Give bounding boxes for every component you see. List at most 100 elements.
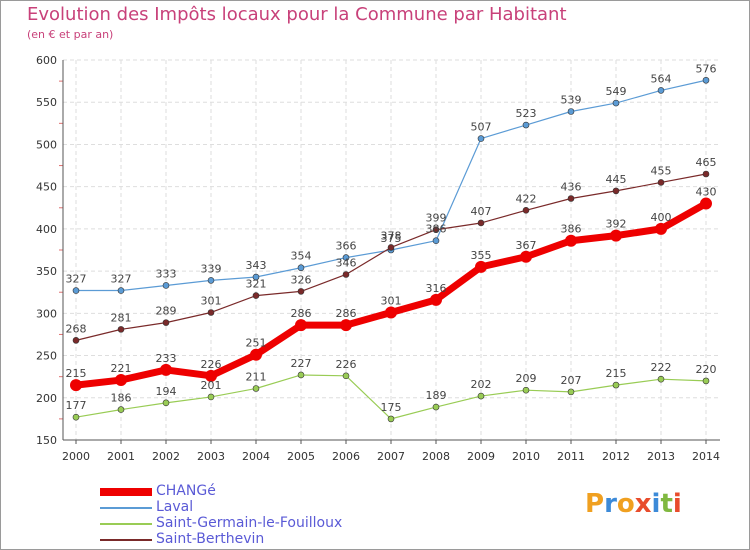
x-tick-label: 2011 bbox=[557, 450, 585, 463]
data-point bbox=[612, 99, 620, 107]
data-point bbox=[522, 386, 530, 394]
data-point bbox=[340, 319, 352, 332]
data-point bbox=[702, 377, 710, 385]
legend-label: Saint-Germain-le-Fouilloux bbox=[156, 515, 343, 531]
data-point bbox=[477, 219, 485, 227]
x-tick-label: 2007 bbox=[377, 450, 405, 463]
data-point bbox=[207, 277, 215, 284]
y-tick-label: 300 bbox=[36, 307, 57, 320]
data-label: 366 bbox=[336, 240, 357, 253]
data-label: 177 bbox=[66, 399, 87, 412]
data-point bbox=[297, 288, 305, 295]
data-label: 289 bbox=[156, 305, 177, 318]
data-label: 375 bbox=[381, 232, 402, 245]
data-label: 233 bbox=[156, 352, 177, 365]
x-tick-label: 2014 bbox=[692, 450, 720, 463]
data-point bbox=[207, 309, 215, 316]
data-label: 227 bbox=[291, 357, 312, 370]
data-label: 399 bbox=[426, 212, 447, 225]
data-label: 215 bbox=[606, 367, 627, 380]
x-tick-label: 2002 bbox=[152, 450, 180, 463]
data-point bbox=[700, 197, 712, 210]
data-point bbox=[567, 108, 575, 115]
data-label: 321 bbox=[246, 278, 267, 291]
data-label: 226 bbox=[336, 358, 357, 371]
logo-letter: x bbox=[634, 489, 652, 519]
data-point bbox=[567, 388, 575, 396]
data-point bbox=[252, 292, 260, 299]
data-label: 445 bbox=[606, 173, 627, 186]
data-label: 354 bbox=[291, 250, 312, 263]
data-label: 194 bbox=[156, 385, 177, 398]
data-label: 333 bbox=[156, 267, 177, 280]
data-point bbox=[477, 392, 485, 400]
data-label: 455 bbox=[651, 164, 672, 177]
data-label: 207 bbox=[561, 374, 582, 387]
data-label: 346 bbox=[336, 256, 357, 269]
data-point bbox=[252, 273, 260, 281]
x-tick-label: 2006 bbox=[332, 450, 360, 463]
data-label: 286 bbox=[291, 307, 312, 320]
x-tick-label: 2013 bbox=[647, 450, 675, 463]
data-label: 201 bbox=[201, 379, 222, 392]
data-label: 407 bbox=[471, 205, 492, 218]
proxiti-logo: Proxiti bbox=[585, 489, 682, 519]
data-point bbox=[72, 337, 80, 344]
data-label: 436 bbox=[561, 180, 582, 193]
data-label: 339 bbox=[201, 262, 222, 275]
data-label: 268 bbox=[66, 322, 87, 335]
y-tick-label: 450 bbox=[36, 181, 57, 194]
data-point bbox=[520, 250, 532, 263]
y-tick-label: 600 bbox=[36, 54, 57, 67]
data-label: 564 bbox=[651, 72, 672, 85]
data-label: 326 bbox=[291, 273, 312, 286]
data-point bbox=[297, 371, 305, 379]
data-point bbox=[522, 121, 530, 129]
data-label: 189 bbox=[426, 389, 447, 402]
legend-swatch bbox=[100, 488, 152, 496]
data-point bbox=[342, 271, 350, 278]
data-label: 281 bbox=[111, 311, 132, 324]
data-point bbox=[567, 195, 575, 202]
data-label: 549 bbox=[606, 85, 627, 98]
data-label: 400 bbox=[651, 211, 672, 224]
data-label: 222 bbox=[651, 361, 672, 374]
data-label: 301 bbox=[201, 294, 222, 307]
legend-swatch bbox=[100, 539, 152, 541]
data-label: 327 bbox=[111, 273, 132, 286]
data-label: 226 bbox=[201, 358, 222, 371]
y-tick-label: 350 bbox=[36, 265, 57, 278]
data-point bbox=[387, 244, 395, 251]
data-point bbox=[657, 179, 665, 186]
legend-label: Laval bbox=[156, 499, 194, 515]
data-label: 386 bbox=[426, 223, 447, 236]
logo-letter: i bbox=[651, 489, 661, 519]
data-point bbox=[430, 293, 442, 306]
data-label: 202 bbox=[471, 378, 492, 391]
data-point bbox=[160, 363, 172, 376]
data-point bbox=[205, 369, 217, 382]
y-tick-label: 500 bbox=[36, 138, 57, 151]
chart-title: Evolution des Impôts locaux pour la Comm… bbox=[27, 4, 567, 25]
data-point bbox=[117, 406, 125, 413]
data-label: 327 bbox=[66, 273, 87, 286]
x-tick-label: 2008 bbox=[422, 450, 450, 463]
data-point bbox=[342, 372, 350, 380]
data-label: 286 bbox=[336, 307, 357, 320]
data-point bbox=[657, 87, 665, 94]
data-point bbox=[70, 379, 82, 392]
data-point bbox=[72, 413, 80, 421]
x-tick-label: 2004 bbox=[242, 450, 270, 463]
data-label: 251 bbox=[246, 337, 267, 350]
data-label: 386 bbox=[561, 223, 582, 236]
y-tick-label: 400 bbox=[36, 223, 57, 236]
chart-subtitle: (en € et par an) bbox=[27, 28, 114, 41]
data-label: 430 bbox=[696, 186, 717, 199]
data-point bbox=[432, 403, 440, 411]
data-point bbox=[565, 234, 577, 247]
data-point bbox=[522, 207, 530, 214]
data-point bbox=[207, 393, 215, 401]
data-label: 316 bbox=[426, 282, 447, 295]
x-tick-label: 2010 bbox=[512, 450, 540, 463]
data-label: 422 bbox=[516, 192, 537, 205]
